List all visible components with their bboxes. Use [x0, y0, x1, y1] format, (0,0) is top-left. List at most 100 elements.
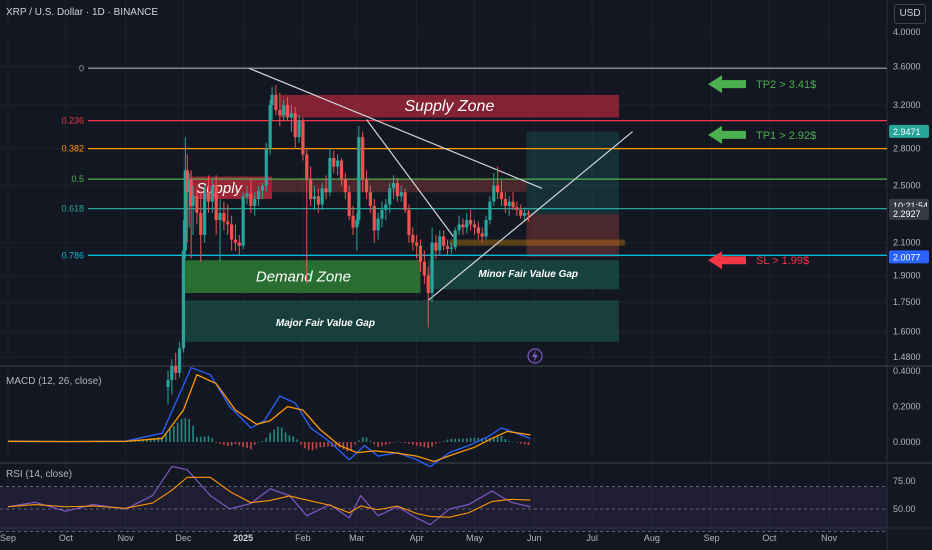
- price-tag: 2.0077: [893, 252, 921, 262]
- macd-histogram-bar: [412, 442, 414, 445]
- candle-body: [316, 196, 320, 205]
- macd-histogram-bar: [504, 438, 507, 442]
- macd-histogram-bar: [519, 442, 522, 444]
- candle-body: [391, 183, 396, 189]
- candle-body: [339, 160, 344, 180]
- macd-histogram-bar: [111, 441, 113, 443]
- macd-histogram-bar: [408, 442, 410, 444]
- macd-histogram-bar: [381, 442, 383, 446]
- candle-body: [426, 275, 430, 294]
- fib-label: 0.618: [61, 204, 84, 214]
- target-label: TP1 > 2.92$: [756, 130, 816, 142]
- candle-body: [206, 192, 211, 202]
- macd-histogram-bar: [338, 442, 341, 448]
- candle-body: [503, 198, 507, 206]
- candle-body: [328, 158, 332, 193]
- zone-label: Supply Zone: [405, 98, 495, 115]
- fibonacci-layer: 0 0.236 0.382 0.5 0.618 0.786: [61, 63, 887, 260]
- rsi-pane: 75.00 50.00: [0, 465, 916, 532]
- macd-histogram-bar: [261, 440, 264, 442]
- macd-histogram-bar: [492, 437, 495, 442]
- candle-body: [278, 110, 282, 116]
- candle-body: [285, 104, 290, 118]
- candle-body: [260, 185, 265, 191]
- candle-body: [399, 192, 403, 197]
- candle-body: [256, 190, 261, 199]
- macd-histogram-bar: [508, 440, 510, 442]
- macd-histogram-bar: [334, 442, 337, 447]
- macd-histogram-bar: [358, 440, 360, 442]
- price-axis[interactable]: 4.0000 3.6000 3.2000 2.8000 2.5000 2.1000 1.90…: [889, 27, 929, 362]
- candle-body: [476, 227, 480, 234]
- candle-body: [336, 160, 340, 167]
- macd-histogram-bar: [369, 440, 372, 442]
- macd-histogram-bar: [269, 432, 271, 442]
- candle-body: [264, 148, 268, 186]
- macd-histogram-bar: [311, 442, 314, 451]
- price-tag-bg: [889, 250, 929, 264]
- macd-histogram-bar: [103, 441, 106, 443]
- macd-histogram-bar: [30, 441, 32, 443]
- macd-histogram-bar: [165, 433, 167, 442]
- macd-histogram-bar: [438, 442, 441, 443]
- price-tag-bg: [889, 206, 929, 220]
- candle-body: [187, 179, 191, 193]
- position-profit-box: [526, 131, 620, 215]
- macd-histogram-bar: [45, 442, 48, 443]
- candle-body: [388, 188, 392, 205]
- macd-histogram-bar: [242, 442, 244, 447]
- macd-histogram-bar: [512, 441, 514, 443]
- fib-label: 0.786: [61, 250, 84, 260]
- macd-histogram-bar: [516, 442, 518, 443]
- price-tick: 3.6000: [893, 61, 921, 71]
- time-tick: Sep: [0, 533, 16, 543]
- macd-histogram-bar: [527, 442, 530, 446]
- time-tick: Feb: [295, 533, 311, 543]
- time-tick: Sep: [704, 533, 720, 543]
- macd-histogram-bar: [415, 442, 418, 446]
- candle-body: [166, 379, 170, 388]
- candle-body: [293, 113, 297, 138]
- time-tick: Oct: [762, 533, 777, 543]
- macd-histogram-bar: [250, 442, 252, 450]
- macd-histogram-bar: [80, 442, 83, 443]
- macd-histogram-bar: [319, 442, 322, 448]
- candle-body: [407, 210, 411, 235]
- candle-body: [222, 212, 226, 222]
- macd-tick: 0.4000: [893, 366, 921, 376]
- time-axis[interactable]: Sep Oct Nov Dec 2025 Feb Mar Apr May Jun Jul Aug Sep…: [0, 533, 838, 543]
- macd-histogram-bar: [122, 441, 125, 443]
- macd-histogram-bar: [315, 442, 318, 449]
- macd-histogram-bar: [473, 437, 476, 442]
- macd-histogram-bar: [18, 441, 21, 443]
- macd-histogram-bar: [172, 426, 175, 442]
- candle-body: [357, 137, 361, 221]
- macd-histogram-bar: [49, 442, 52, 443]
- candle-body: [320, 188, 324, 205]
- macd-histogram-bar: [292, 436, 295, 442]
- macd-histogram-bar: [354, 442, 356, 445]
- candle-body: [418, 245, 423, 262]
- candle-body: [253, 198, 257, 206]
- price-tick: 2.8000: [893, 144, 921, 154]
- macd-histogram-bar: [419, 442, 422, 447]
- price-tick: 2.1000: [893, 238, 921, 248]
- macd-histogram-bar: [257, 442, 260, 443]
- rsi-ma-line: [7, 476, 531, 518]
- candle-body: [237, 242, 241, 246]
- time-tick: May: [466, 533, 484, 543]
- currency-button[interactable]: USD: [894, 4, 926, 24]
- macd-histogram-bar: [465, 438, 468, 442]
- candle-body: [181, 250, 186, 349]
- candle-body: [480, 233, 484, 237]
- macd-histogram-bar: [485, 438, 487, 442]
- macd-histogram-bar: [169, 429, 171, 442]
- trendline: [248, 67, 543, 189]
- candle-body: [305, 154, 309, 180]
- macd-label: MACD (12, 26, close): [6, 376, 102, 387]
- candle-body: [492, 185, 496, 202]
- macd-histogram-bar: [477, 437, 480, 442]
- target-label: TP2 > 3.41$: [756, 79, 816, 91]
- macd-histogram-bar: [188, 419, 190, 442]
